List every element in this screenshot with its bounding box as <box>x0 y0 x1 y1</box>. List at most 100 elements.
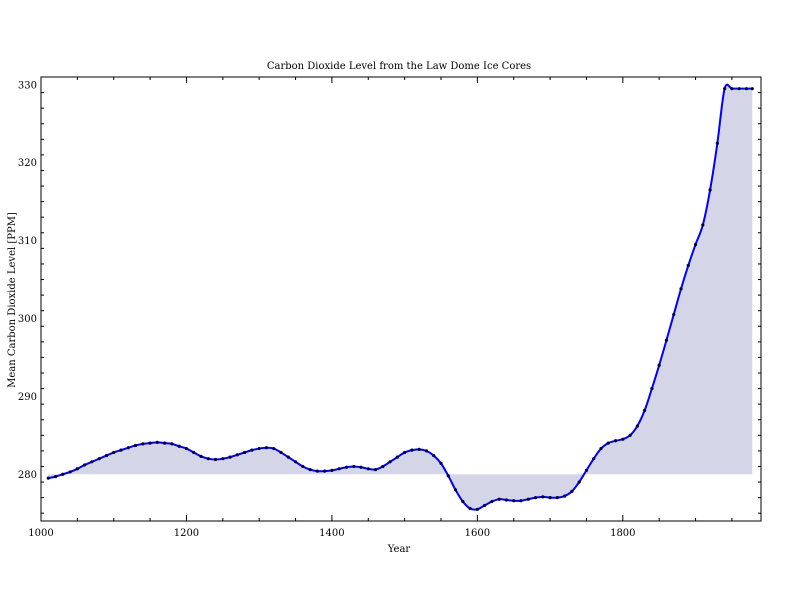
data-point <box>366 467 370 471</box>
y-tick-label: 320 <box>18 158 37 169</box>
data-point <box>315 469 319 473</box>
data-point <box>635 424 639 428</box>
data-point <box>97 457 101 461</box>
data-point <box>613 439 618 443</box>
plot-frame <box>40 76 762 522</box>
data-point <box>664 338 669 342</box>
data-point <box>206 457 210 461</box>
data-point <box>708 188 712 192</box>
data-point <box>686 263 690 268</box>
data-point <box>424 449 429 453</box>
data-point <box>199 454 203 458</box>
data-point <box>90 460 94 464</box>
data-point <box>293 460 298 464</box>
data-point <box>750 87 754 91</box>
data-point <box>213 457 218 462</box>
data-point <box>170 442 174 446</box>
plot-area: 1000 1200 1400 1600 1800 280 290 300 310 320 330 <box>18 76 762 539</box>
data-point <box>228 455 232 459</box>
data-point <box>468 506 472 511</box>
data-point <box>417 447 421 451</box>
data-point <box>344 465 349 469</box>
data-point <box>359 465 363 469</box>
data-point <box>257 446 261 451</box>
data-point <box>650 386 654 391</box>
data-point <box>373 467 378 472</box>
data-point <box>133 443 138 448</box>
data-point <box>221 457 225 461</box>
data-point <box>570 489 574 493</box>
data-point <box>46 476 50 480</box>
x-axis: 1000 1200 1400 1600 1800 <box>28 77 733 539</box>
data-point <box>279 450 283 455</box>
data-point <box>184 446 189 451</box>
data-point <box>606 441 610 445</box>
data-point <box>643 408 647 412</box>
data-point <box>432 453 436 458</box>
data-point <box>410 448 414 452</box>
data-point <box>621 437 625 441</box>
data-point <box>483 503 487 508</box>
data-point <box>461 499 465 504</box>
data-point <box>330 468 334 472</box>
data-point <box>388 460 392 464</box>
data-point <box>163 441 167 445</box>
data-point <box>141 442 145 446</box>
x-tick-label: 1800 <box>610 528 635 539</box>
data-point <box>243 450 247 455</box>
data-point <box>148 441 152 445</box>
y-axis: 280 290 300 310 320 330 <box>18 80 761 514</box>
data-point <box>730 87 734 91</box>
data-point <box>701 223 705 227</box>
data-point <box>533 496 538 500</box>
data-point <box>723 87 727 91</box>
data-point <box>599 446 603 451</box>
data-point <box>112 450 116 455</box>
data-point <box>104 453 109 458</box>
data-point <box>286 455 290 459</box>
y-tick-label: 300 <box>18 314 37 325</box>
data-point <box>337 467 341 471</box>
data-point <box>119 448 123 452</box>
data-point <box>519 499 523 503</box>
x-tick-label: 1000 <box>28 528 53 539</box>
y-tick-label: 330 <box>18 80 37 91</box>
data-point <box>592 457 596 461</box>
data-point <box>352 464 356 469</box>
data-point <box>192 450 196 455</box>
data-point <box>308 467 312 472</box>
data-point <box>657 363 661 367</box>
data-point <box>490 499 494 504</box>
x-tick-label: 1600 <box>465 528 490 539</box>
data-point <box>744 87 749 91</box>
data-point <box>737 87 741 91</box>
data-point <box>715 141 719 145</box>
data-point <box>504 498 509 502</box>
y-tick-label: 290 <box>18 392 37 403</box>
data-point <box>693 242 698 247</box>
data-point <box>446 474 450 478</box>
data-markers <box>46 87 754 511</box>
x-tick-label: 1400 <box>319 528 344 539</box>
data-point <box>177 444 181 448</box>
data-point <box>323 469 327 473</box>
data-point <box>301 464 305 469</box>
data-point <box>126 446 130 450</box>
x-tick-label: 1200 <box>174 528 199 539</box>
data-point <box>541 495 545 499</box>
data-point <box>155 440 159 444</box>
data-point <box>83 463 87 467</box>
area-fill <box>48 84 753 510</box>
y-tick-label: 310 <box>18 236 37 247</box>
data-point <box>555 496 559 500</box>
data-point <box>250 448 254 452</box>
data-point <box>563 494 567 498</box>
data-point <box>497 497 501 501</box>
data-point <box>453 488 458 492</box>
data-point <box>235 453 239 457</box>
data-point <box>526 497 530 501</box>
data-point <box>475 507 479 511</box>
chart-title: Carbon Dioxide Level from the Law Dome I… <box>267 61 531 72</box>
data-point <box>548 496 552 500</box>
